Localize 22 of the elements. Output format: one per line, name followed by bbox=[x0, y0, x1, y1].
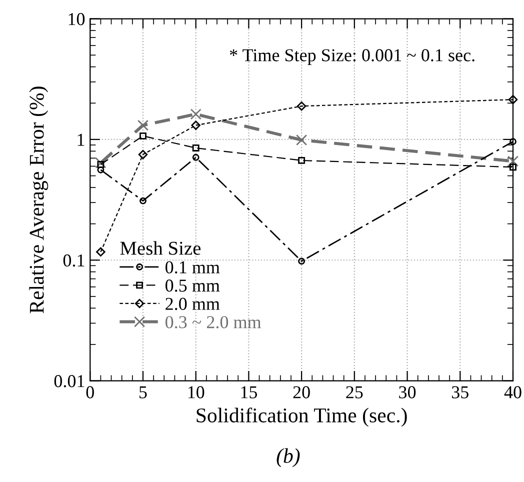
x-tick-label: 25 bbox=[346, 386, 363, 398]
x-tick-label: 40 bbox=[504, 386, 522, 398]
annotation: * Time Step Size: 0.001 ~ 0.1 sec. bbox=[230, 49, 474, 65]
legend-label: 0.3 ~ 2.0 mm bbox=[166, 316, 262, 328]
x-tick-label: 10 bbox=[188, 386, 204, 398]
x-axis-title: Solidification Time (sec.) bbox=[196, 408, 407, 427]
x-tick-label: 35 bbox=[452, 386, 468, 398]
legend-label: 2.0 mm bbox=[166, 298, 220, 310]
y-axis-title: Relative Average Error (%) bbox=[29, 86, 48, 314]
legend-label: 0.5 mm bbox=[166, 280, 220, 292]
y-tick-label: 10 bbox=[68, 13, 85, 26]
y-tick-label: 0.01 bbox=[54, 375, 84, 388]
legend-title: Mesh Size bbox=[120, 241, 201, 255]
x-tick-label: 15 bbox=[241, 386, 258, 398]
x-tick-label: 0 bbox=[86, 386, 94, 398]
y-tick-label: 1 bbox=[78, 134, 84, 146]
y-tick-label: 0.1 bbox=[63, 254, 84, 267]
legend-label: 0.1 mm bbox=[166, 261, 220, 274]
x-tick-label: 20 bbox=[293, 386, 310, 398]
x-tick-label: 30 bbox=[399, 386, 416, 398]
x-tick-label: 5 bbox=[140, 386, 147, 398]
text: (b) bbox=[276, 448, 300, 468]
